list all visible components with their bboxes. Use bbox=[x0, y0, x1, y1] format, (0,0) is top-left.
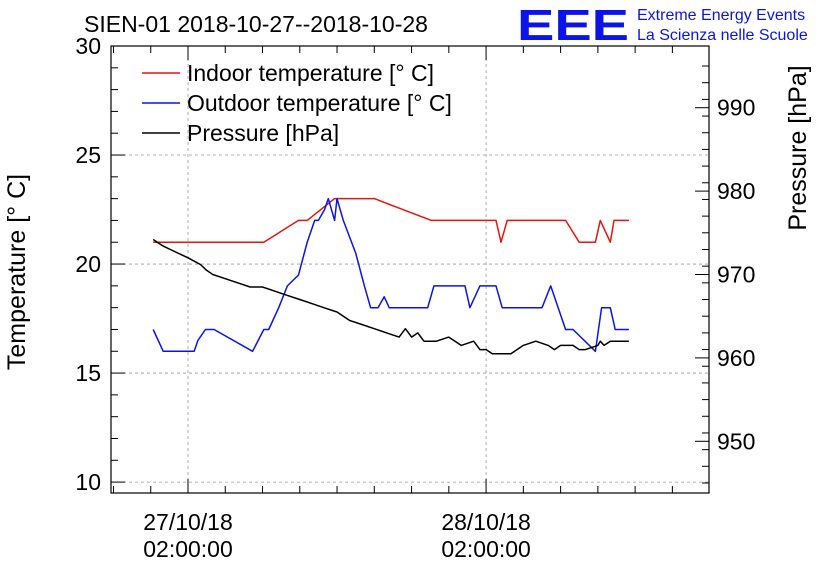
y2-tick-label: 980 bbox=[717, 178, 755, 204]
y-axis-label: Temperature [° C] bbox=[3, 174, 31, 370]
x-tick-label-date: 28/10/18 bbox=[441, 509, 531, 535]
series-group bbox=[152, 197, 629, 355]
eee-logo-line2: La Scienza nelle Scuole bbox=[637, 27, 808, 44]
series-line-0 bbox=[153, 197, 629, 243]
y2-tick-label: 990 bbox=[717, 95, 755, 121]
y-tick-label: 30 bbox=[75, 33, 101, 59]
legend-label: Indoor temperature [° C] bbox=[187, 60, 434, 86]
plot-frame bbox=[110, 45, 710, 494]
axis-ticks bbox=[111, 45, 709, 493]
eee-logo-line1: Extreme Energy Events bbox=[637, 7, 805, 24]
eee-logo-mark: EEE bbox=[517, 1, 629, 50]
y-tick-label: 25 bbox=[75, 142, 101, 168]
legend: Indoor temperature [° C] Outdoor temperat… bbox=[142, 60, 452, 146]
eee-logo: EEE Extreme Energy Events La Scienza nel… bbox=[517, 1, 808, 50]
x-tick-label-date: 27/10/18 bbox=[143, 509, 233, 535]
y2-axis-label: Pressure [hPa] bbox=[784, 65, 812, 230]
y-tick-label: 10 bbox=[75, 469, 101, 495]
y2-tick-label: 950 bbox=[717, 428, 755, 454]
y-tick-label: 15 bbox=[75, 360, 101, 386]
x-tick-label-time: 02:00:00 bbox=[143, 536, 233, 562]
y2-tick-label: 960 bbox=[717, 345, 755, 371]
y-axis-tick-labels: 10 15 20 25 30 bbox=[75, 33, 101, 495]
series-line-2 bbox=[152, 238, 629, 355]
y2-axis-tick-labels: 950 960 970 980 990 bbox=[717, 95, 755, 455]
x-tick-label-time: 02:00:00 bbox=[441, 536, 531, 562]
y-tick-label: 20 bbox=[75, 251, 101, 277]
chart-title: SIEN-01 2018-10-27--2018-10-28 bbox=[84, 11, 428, 37]
y2-tick-label: 970 bbox=[717, 262, 755, 288]
legend-label: Pressure [hPa] bbox=[187, 120, 339, 146]
series-line-1 bbox=[152, 197, 629, 353]
legend-label: Outdoor temperature [° C] bbox=[187, 90, 452, 116]
